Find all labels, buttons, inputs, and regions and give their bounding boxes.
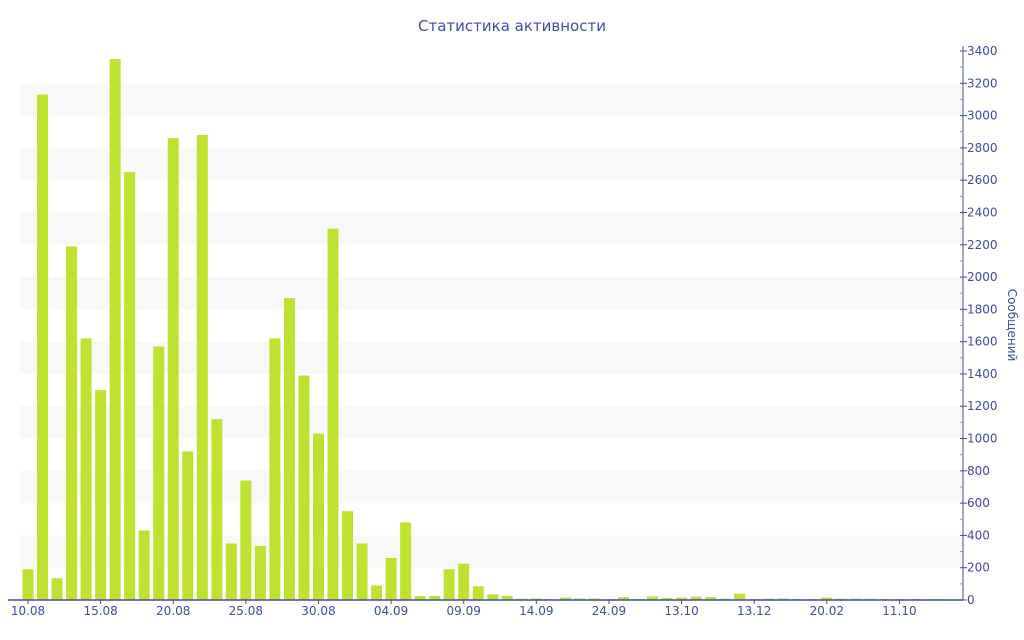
- bar: [240, 480, 252, 600]
- y-tick-label: 3200: [967, 76, 998, 90]
- y-axis: 0 200 400 600 800 1000 1200 1400 1600 1800 2000 220…: [960, 44, 998, 607]
- y-tick-label: 1200: [967, 399, 998, 413]
- y-tick-label: 2000: [967, 270, 998, 284]
- grid-band: [20, 147, 963, 181]
- bar: [124, 172, 136, 600]
- bar: [22, 569, 34, 600]
- bar: [95, 390, 107, 600]
- y-tick-label: 800: [967, 464, 990, 478]
- bar: [617, 597, 629, 600]
- x-tick-label: 20.08: [156, 604, 190, 618]
- bar: [51, 578, 63, 600]
- bar: [254, 545, 266, 600]
- y-tick-label: 2400: [967, 205, 998, 219]
- bar: [487, 594, 499, 600]
- bar: [661, 598, 673, 600]
- y-tick-label: 1600: [967, 335, 998, 349]
- grid-band: [20, 83, 963, 116]
- bar: [385, 558, 397, 600]
- bar: [138, 530, 150, 600]
- bar: [676, 597, 688, 600]
- x-tick-label: 04.09: [374, 604, 408, 618]
- bar: [371, 585, 383, 600]
- x-tick-label: 15.08: [83, 604, 117, 618]
- bar: [588, 598, 600, 600]
- x-tick-label: 13.12: [737, 604, 771, 618]
- bar: [356, 543, 368, 600]
- bar: [821, 597, 833, 600]
- y-tick-label: 2200: [967, 238, 998, 252]
- x-tick-label: 24.09: [592, 604, 626, 618]
- bar: [574, 598, 586, 600]
- bar: [559, 597, 571, 600]
- y-tick-label: 200: [967, 561, 990, 575]
- bar: [182, 451, 194, 600]
- bar: [211, 419, 223, 600]
- y-tick-label: 1000: [967, 432, 998, 446]
- bar: [312, 433, 324, 600]
- bar: [705, 597, 717, 600]
- bar: [342, 511, 354, 600]
- bar: [109, 59, 121, 600]
- y-tick-label: 2600: [967, 173, 998, 187]
- bar: [283, 298, 295, 600]
- y-axis-label: Сообщений: [1005, 289, 1019, 362]
- bar: [400, 522, 412, 600]
- bar: [458, 563, 470, 600]
- bar: [167, 138, 179, 600]
- bar: [298, 375, 310, 600]
- bar: [647, 596, 659, 600]
- bar: [66, 246, 78, 601]
- bar: [269, 338, 281, 600]
- x-tick-label: 20.02: [810, 604, 844, 618]
- bar: [225, 543, 237, 600]
- bar: [429, 595, 441, 600]
- bar: [530, 598, 542, 600]
- x-tick-label: 09.09: [447, 604, 481, 618]
- bar: [690, 596, 702, 600]
- x-tick-label: 10.08: [11, 604, 45, 618]
- bar: [414, 595, 426, 600]
- x-tick-label: 13.10: [664, 604, 698, 618]
- y-tick-label: 3000: [967, 109, 998, 123]
- y-tick-label: 600: [967, 496, 990, 510]
- y-tick-label: 1800: [967, 302, 998, 316]
- grid-band: [20, 212, 963, 245]
- x-tick-label: 30.08: [301, 604, 335, 618]
- x-tick-label: 14.09: [519, 604, 553, 618]
- bar: [472, 586, 484, 600]
- bar: [734, 593, 746, 600]
- chart-title: Статистика активности: [418, 17, 606, 35]
- y-tick-label: 2800: [967, 141, 998, 155]
- x-axis: 10.08 15.08 20.08 25.08 30.08 04.09 09.09 14.09…: [8, 599, 963, 618]
- bar: [153, 346, 165, 600]
- grid-band: [20, 277, 963, 310]
- bar: [37, 94, 49, 601]
- y-tick-label: 0: [967, 593, 975, 607]
- y-tick-label: 3400: [967, 44, 998, 58]
- bar: [80, 338, 92, 600]
- bar: [777, 598, 789, 600]
- bar: [443, 569, 455, 600]
- bar: [327, 228, 339, 600]
- bars: [22, 59, 949, 601]
- x-tick-label: 11.10: [882, 604, 916, 618]
- bar: [501, 595, 513, 600]
- bar: [196, 134, 208, 600]
- x-tick-label: 25.08: [229, 604, 263, 618]
- y-tick-label: 1400: [967, 367, 998, 381]
- y-tick-label: 400: [967, 528, 990, 542]
